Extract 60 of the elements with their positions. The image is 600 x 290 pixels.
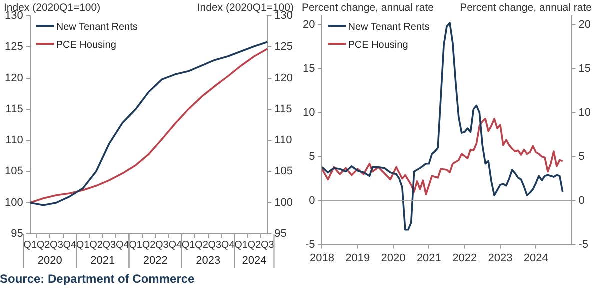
x-tick-label: Q3 xyxy=(156,240,170,251)
y-tick-label: 130 xyxy=(4,10,24,22)
y2-tick-label: 5 xyxy=(578,150,585,163)
y2-tick-label: 100 xyxy=(274,196,294,209)
y2-tick-label: 125 xyxy=(274,41,294,54)
legend-label: PCE Housing xyxy=(56,40,116,51)
x-tick-label: Q1 xyxy=(234,240,248,251)
x-tick-label: Q4 xyxy=(221,240,236,251)
x-tick-label: 2022 xyxy=(452,252,478,264)
legend-label: New Tenant Rents xyxy=(348,22,430,33)
x-tick-label: Q4 xyxy=(63,240,78,251)
x-tick-label: Q4 xyxy=(116,240,130,251)
y-tick-label: 115 xyxy=(6,103,24,116)
x-tick-label: 2024 xyxy=(524,252,548,264)
x-tick-label: Q2 xyxy=(248,240,262,251)
legend-label: New Tenant Rents xyxy=(56,22,138,33)
y2-tick-label: 120 xyxy=(274,72,294,84)
x-tick-label: 2019 xyxy=(346,252,370,264)
x-tick-label: Q2 xyxy=(90,240,104,251)
x-tick-label: Q3 xyxy=(102,240,117,251)
y-tick-label: 110 xyxy=(6,134,24,147)
y-tick-label: 10 xyxy=(302,106,316,119)
y-tick-label: 105 xyxy=(4,166,24,178)
x-tick-label: Q1 xyxy=(182,240,196,251)
x-tick-label: 2021 xyxy=(416,252,442,264)
y-tick-label: 120 xyxy=(4,72,24,84)
x-tick-label: Q4 xyxy=(168,240,182,251)
y-axis-title: Percent change, annual rate xyxy=(302,2,434,14)
x-tick-label: Q2 xyxy=(195,240,209,251)
y2-tick-label: 95 xyxy=(274,228,287,240)
x-tick-label: Q1 xyxy=(129,240,143,251)
legend-label: PCE Housing xyxy=(348,40,408,51)
y-tick-label: 100 xyxy=(4,196,24,209)
y-tick-label: 95 xyxy=(11,228,24,240)
y2-tick-label: 10 xyxy=(578,106,592,119)
source-note: Source: Department of Commerce xyxy=(0,272,195,286)
x-tick-label: Q3 xyxy=(208,240,222,251)
y2-tick-label: 105 xyxy=(274,166,294,178)
y2-tick-label: 110 xyxy=(274,134,292,147)
y2-tick-label: 0 xyxy=(578,194,585,207)
x-tick-label: Q2 xyxy=(36,240,51,251)
x-tick-label: Q1 xyxy=(76,240,90,251)
y2-tick-label: 115 xyxy=(274,103,292,116)
y2-axis-title: Percent change, annual rate xyxy=(460,2,592,14)
x-tick-label: 2023 xyxy=(488,252,513,264)
y-tick-label: 5 xyxy=(309,150,316,163)
y2-tick-label: -5 xyxy=(578,238,589,251)
y-tick-label: 0 xyxy=(309,194,316,207)
x-tick-label: Q3 xyxy=(50,240,64,251)
y-tick-label: 15 xyxy=(302,62,316,75)
x-tick-label: 2020 xyxy=(381,252,406,264)
y-tick-label: -5 xyxy=(305,238,316,251)
x-tick-label: Q1 xyxy=(24,240,38,251)
y-tick-label: 20 xyxy=(302,18,316,31)
x-tick-label: 2018 xyxy=(310,252,334,264)
x-tick-label: Q3 xyxy=(260,240,275,251)
y2-tick-label: 15 xyxy=(578,62,592,75)
y-tick-label: 125 xyxy=(4,41,24,54)
y2-tick-label: 20 xyxy=(578,18,592,31)
x-tick-label: Q2 xyxy=(142,240,156,251)
